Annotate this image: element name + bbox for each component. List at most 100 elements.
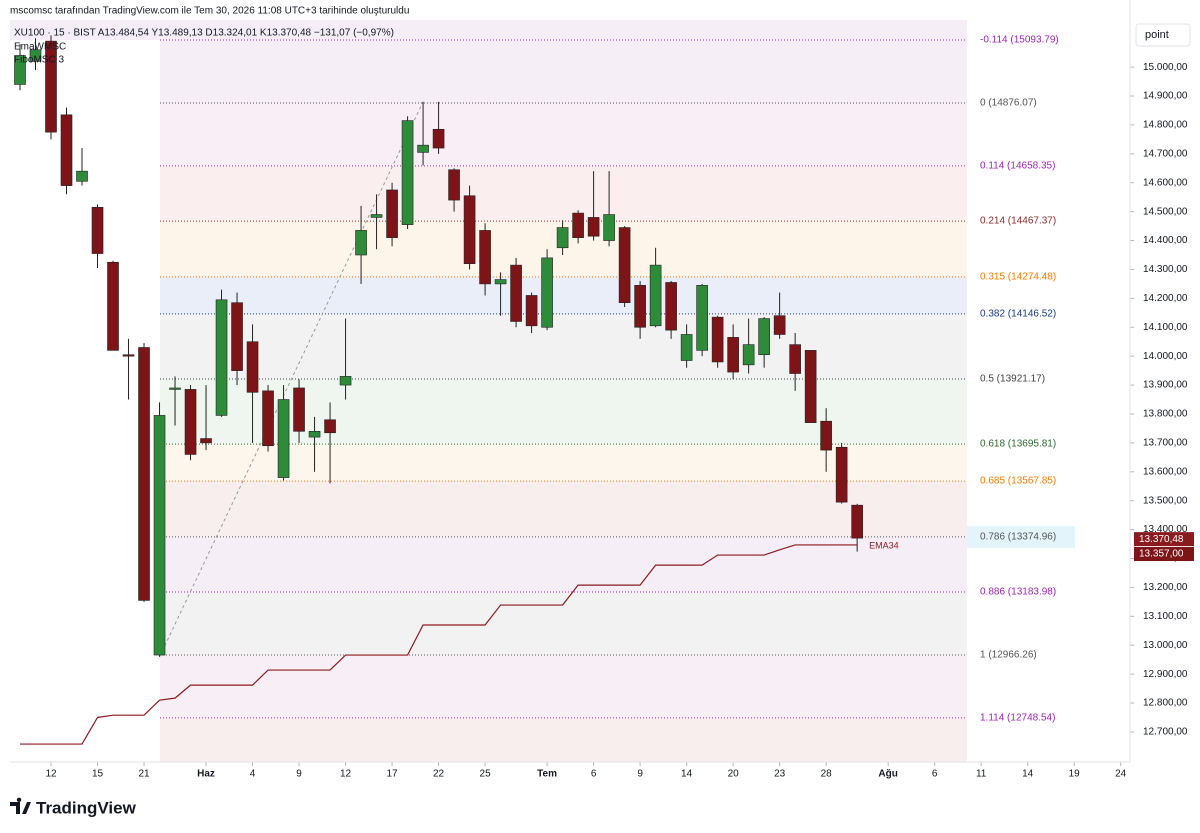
grid: -0.114 (15093.79) 0 (14876.07) 0.114 (1465… [45,35,1194,780]
y-tick-label: 14.700,00 [1143,148,1188,159]
fib-label: 0.5 (13921.17) [980,374,1045,385]
candle-body [60,114,73,186]
ema-line [19,544,858,745]
price-tag-label: 13.370,48 [1139,534,1184,545]
legend-indicator: FiboMSC 3 [14,55,64,66]
y-tick-label: 13.200,00 [1143,582,1188,593]
fib-band [160,444,967,482]
candle-body [153,415,166,656]
fib-bands [10,20,1075,762]
y-tick-label: 12.800,00 [1143,698,1188,709]
fib-label: -0.114 (15093.79) [980,35,1059,46]
legend-indicator: EmaWMSC [14,42,66,53]
candle-body [200,438,212,444]
y-tick-label: 13.800,00 [1143,409,1188,420]
x-tick-label: 6 [591,769,597,780]
fib-trend-line [159,101,424,657]
fib-band [160,40,967,103]
y-tick-label: 14.900,00 [1143,91,1188,102]
x-tick-label: 4 [250,769,256,780]
candle-body [231,302,243,371]
x-tick-label: Tem [537,769,557,780]
candle-body [789,344,801,374]
y-tick-label: 13.000,00 [1143,640,1188,651]
x-tick-label: 9 [296,769,302,780]
point-button-label[interactable]: point [1145,29,1169,41]
candle-body [355,230,367,256]
x-tick-label: 22 [433,769,445,780]
fib-band [160,165,967,222]
credit: mscomsc tarafından TradingView.com ile T… [10,6,409,17]
fib-band [160,536,967,593]
x-tick-label: 11 [976,769,987,780]
candle-body [742,344,755,366]
candle-body [727,337,739,373]
candle-body [711,316,724,363]
candle-body [494,279,507,285]
brand: TradingView [36,798,137,817]
y-tick-label: 14.100,00 [1143,322,1188,333]
y-tick-label: 13.500,00 [1143,495,1188,506]
fib-band [160,654,967,718]
fib-label: 0.786 (13374.96) [980,531,1056,542]
fib-band [160,481,967,537]
ema-label: EMA34 [869,540,899,550]
x-tick-label: Ağu [878,769,897,780]
y-tick-label: 14.500,00 [1143,206,1188,217]
x-tick-label: 15 [92,769,104,780]
brand-logo [10,797,31,814]
candle-body [820,420,832,451]
candle-body [510,264,522,322]
y-tick-label: 13.600,00 [1143,466,1188,477]
y-tick-label: 12.700,00 [1143,727,1188,738]
x-tick-label: Haz [197,769,215,780]
candle-body [432,128,445,149]
candle-body [308,431,321,438]
y-tick-label: 13.400,00 [1143,524,1188,535]
fib-label: 1 (12966.26) [980,650,1037,661]
fib-label: 0.618 (13695.81) [980,439,1056,450]
level-highlight [967,525,1075,548]
x-tick-label: 12 [45,769,57,780]
candle-body [696,285,708,351]
x-tick-label: 19 [1069,769,1081,780]
candle-body [14,55,26,85]
candle-body [835,446,848,503]
price-tag-label: 13.357,00 [1139,549,1184,560]
candle-body [262,390,274,447]
x-tick-label: 14 [1022,769,1034,780]
candle-body [603,214,615,241]
point-button[interactable] [1135,23,1191,47]
fib-band [160,313,967,379]
x-tick-label: 12 [340,769,352,780]
y-tick-label: 12.900,00 [1143,669,1188,680]
x-tick-label: 24 [1115,769,1127,780]
candle-body [277,399,290,478]
y-tick-label: 14.800,00 [1143,120,1188,131]
candle-body [618,227,631,303]
fib-band [160,276,967,314]
marks: EMA34 [14,35,899,745]
candle-body [107,261,119,351]
y-tick-label: 14.000,00 [1143,351,1188,362]
x-tick-label: 21 [138,769,150,780]
y-tick-label: 13.700,00 [1143,438,1188,449]
candle-body [417,144,429,153]
candle-body [572,212,584,238]
x-tick-label: 17 [387,769,399,780]
candle-body [91,207,104,254]
candle-body [184,389,197,455]
candle-body [479,230,491,285]
y-tick-label: 14.600,00 [1143,177,1188,188]
y-tick-label: 13.100,00 [1143,611,1188,622]
candle-body [122,354,135,357]
fib-label: 0.886 (13183.98) [980,587,1056,598]
candle-body [758,318,770,356]
fib-label: 0.315 (14274.48) [980,271,1056,282]
candle-body [401,120,414,225]
fib-band [160,717,967,762]
candle-body [587,217,600,237]
x-tick-label: 25 [480,769,492,780]
candle-body [773,315,786,335]
